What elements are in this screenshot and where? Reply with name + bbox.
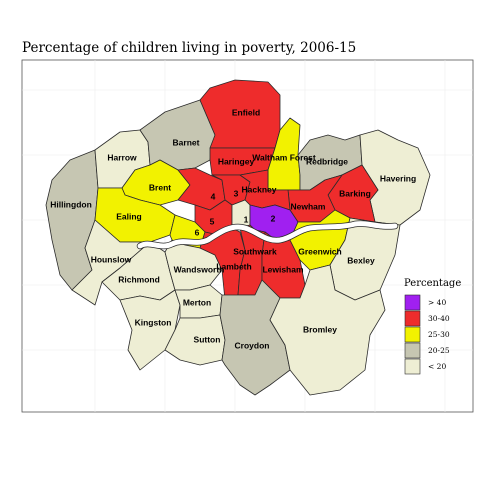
map-title: Percentage of children living in poverty… — [22, 40, 357, 56]
label-havering: Havering — [380, 173, 416, 183]
borough-croydon — [219, 279, 291, 396]
label-hackney: Hackney — [242, 184, 277, 194]
label-harrow: Harrow — [107, 152, 137, 162]
label-richmond: Richmond — [118, 274, 160, 284]
label-brent: Brent — [149, 182, 171, 192]
borough-bromley — [269, 264, 386, 396]
legend-swatch-gt40 — [404, 294, 421, 311]
label-barnet-3: 3 — [234, 188, 239, 198]
label-waltham-forest: Waltham Forest — [252, 152, 316, 162]
legend-label-gt40: > 40 — [428, 298, 446, 307]
legend-swatch-lt20 — [404, 358, 421, 375]
legend-swatch-c30_40 — [404, 310, 421, 327]
label-hillingdon: Hillingdon — [50, 199, 92, 209]
label-b1: 1 — [244, 214, 249, 224]
label-southwark: Southwark — [233, 246, 277, 256]
legend-title: Percentage — [404, 278, 461, 289]
label-kingston: Kingston — [135, 317, 172, 327]
legend-swatch-c25_30 — [404, 326, 421, 343]
borough-sutton — [164, 314, 226, 366]
label-bexley: Bexley — [347, 255, 375, 265]
borough-enfield — [199, 79, 281, 149]
label-lewisham: Lewisham — [262, 264, 304, 274]
legend: Percentage > 40 30-40 25-30 20-25 < 20 — [404, 278, 461, 375]
legend-label-lt20: < 20 — [428, 362, 446, 371]
label-bromley: Bromley — [303, 324, 337, 334]
label-barnet: Barnet — [173, 137, 200, 147]
label-barking: Barking — [339, 188, 371, 198]
label-b4: 4 — [211, 191, 216, 201]
legend-swatch-c20_25 — [404, 342, 421, 359]
label-ealing: Ealing — [116, 211, 142, 221]
label-lambeth: Lambeth — [216, 261, 251, 271]
label-merton: Merton — [183, 297, 211, 307]
label-wandsworth: Wandsworth — [174, 264, 225, 274]
label-greenwich: Greenwich — [298, 246, 341, 256]
label-croydon: Croydon — [235, 340, 270, 350]
label-b2: 2 — [271, 213, 276, 223]
label-newham: Newham — [291, 201, 326, 211]
legend-label-c25_30: 25-30 — [428, 330, 450, 339]
label-redbridge: Redbridge — [306, 156, 348, 166]
legend-label-c20_25: 20-25 — [428, 346, 450, 355]
label-sutton: Sutton — [194, 334, 221, 344]
label-hounslow: Hounslow — [91, 254, 132, 264]
label-haringey: Haringey — [218, 156, 255, 166]
legend-label-c30_40: 30-40 — [428, 314, 450, 323]
label-enfield: Enfield — [232, 107, 260, 117]
label-b6: 6 — [195, 227, 200, 237]
label-b5: 5 — [210, 216, 215, 226]
